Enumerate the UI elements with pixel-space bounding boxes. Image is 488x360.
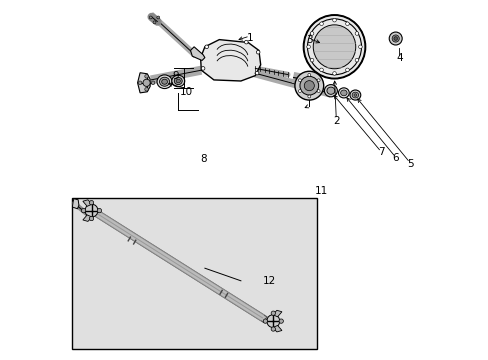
Circle shape	[256, 50, 260, 54]
Circle shape	[144, 75, 148, 78]
Circle shape	[393, 37, 397, 40]
Circle shape	[332, 18, 336, 22]
Circle shape	[270, 327, 275, 331]
Circle shape	[266, 315, 279, 328]
Polygon shape	[82, 200, 92, 206]
Polygon shape	[272, 310, 282, 317]
Text: 11: 11	[315, 186, 328, 196]
Circle shape	[270, 311, 275, 315]
Ellipse shape	[351, 92, 358, 98]
Circle shape	[391, 35, 399, 42]
Text: 5: 5	[406, 159, 412, 169]
Ellipse shape	[349, 90, 360, 100]
Circle shape	[317, 79, 320, 82]
Circle shape	[89, 216, 94, 221]
Circle shape	[309, 32, 313, 35]
Circle shape	[298, 79, 301, 82]
Circle shape	[151, 81, 155, 85]
Polygon shape	[137, 73, 150, 93]
Circle shape	[358, 45, 362, 49]
Circle shape	[345, 22, 348, 26]
Text: 2: 2	[332, 116, 339, 126]
Ellipse shape	[353, 94, 356, 96]
Circle shape	[85, 204, 98, 217]
Circle shape	[144, 87, 148, 91]
Polygon shape	[190, 47, 204, 60]
Circle shape	[388, 32, 401, 45]
Circle shape	[97, 208, 102, 213]
Ellipse shape	[176, 79, 180, 83]
Circle shape	[332, 72, 336, 75]
Circle shape	[317, 90, 320, 93]
Circle shape	[255, 71, 258, 75]
Circle shape	[319, 68, 323, 72]
Text: 1: 1	[246, 33, 253, 43]
Polygon shape	[82, 215, 92, 221]
Circle shape	[354, 58, 358, 62]
Circle shape	[279, 319, 283, 323]
Ellipse shape	[313, 25, 355, 69]
Text: 7: 7	[377, 147, 384, 157]
Circle shape	[345, 68, 348, 72]
Circle shape	[157, 16, 160, 19]
Ellipse shape	[326, 87, 334, 94]
Circle shape	[306, 45, 310, 49]
Polygon shape	[272, 325, 282, 332]
Circle shape	[142, 79, 150, 86]
Ellipse shape	[174, 77, 182, 85]
Circle shape	[244, 40, 247, 44]
Circle shape	[309, 58, 313, 62]
Text: 8: 8	[200, 154, 206, 164]
Polygon shape	[200, 40, 260, 81]
Ellipse shape	[157, 75, 172, 89]
Ellipse shape	[338, 88, 348, 98]
Circle shape	[81, 208, 85, 213]
Text: 3: 3	[305, 35, 312, 45]
Circle shape	[201, 67, 204, 70]
Circle shape	[138, 81, 142, 85]
Text: 10: 10	[179, 87, 192, 97]
Polygon shape	[72, 199, 79, 209]
Text: 9: 9	[172, 71, 179, 81]
Ellipse shape	[171, 75, 184, 87]
Circle shape	[299, 76, 318, 95]
Ellipse shape	[324, 85, 337, 97]
Circle shape	[354, 32, 358, 35]
Ellipse shape	[162, 79, 167, 84]
Circle shape	[307, 95, 310, 98]
Circle shape	[304, 81, 314, 91]
Circle shape	[263, 319, 267, 323]
Circle shape	[319, 22, 323, 26]
Text: 4: 4	[395, 53, 402, 63]
Circle shape	[294, 71, 323, 100]
Text: 6: 6	[391, 153, 398, 163]
Circle shape	[298, 90, 301, 93]
Circle shape	[204, 45, 208, 49]
Ellipse shape	[340, 90, 346, 96]
Text: 12: 12	[263, 276, 276, 286]
Ellipse shape	[303, 15, 365, 78]
Ellipse shape	[159, 77, 169, 86]
Circle shape	[89, 201, 94, 205]
Circle shape	[153, 21, 156, 24]
Circle shape	[149, 16, 152, 19]
Bar	[72, 198, 316, 349]
Circle shape	[307, 73, 310, 76]
